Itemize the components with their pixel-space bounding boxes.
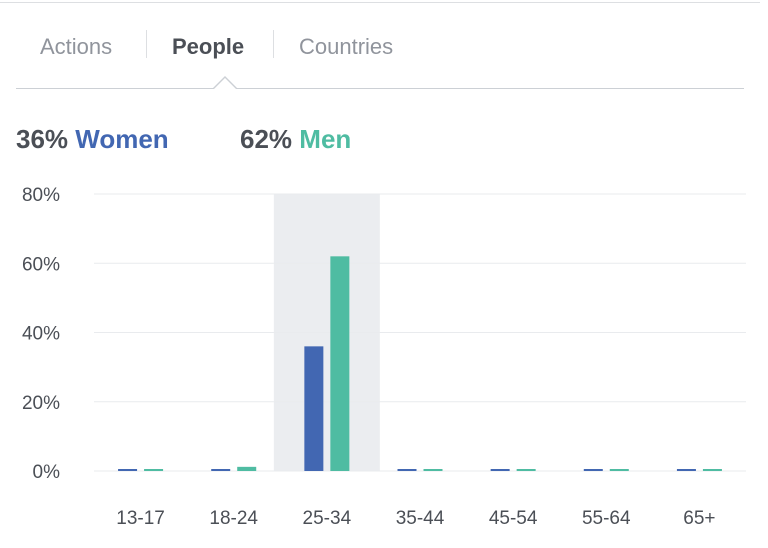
men-bar-45-54 (516, 469, 536, 471)
x-tick-label: 25-34 (303, 508, 352, 529)
active-tab-caret-fill (213, 78, 237, 90)
women-bar-55-64 (583, 469, 603, 471)
men-bar-13-17 (144, 469, 164, 471)
tab-actions[interactable]: Actions (40, 34, 113, 59)
y-tick-label: 20% (22, 393, 60, 414)
y-tick-label: 80% (22, 185, 60, 206)
x-tick-label: 13-17 (116, 508, 165, 529)
women-bar-35-44 (397, 469, 417, 471)
women-bar-13-17 (118, 469, 138, 471)
women-bar-25-34 (304, 346, 324, 471)
tab-countries[interactable]: Countries (299, 34, 394, 59)
men-summary: 62% Men (240, 124, 351, 155)
men-bar-65+ (702, 469, 722, 471)
y-tick-label: 0% (33, 462, 61, 483)
men-bar-25-34 (330, 256, 350, 471)
y-tick-label: 40% (22, 324, 60, 345)
men-bar-35-44 (423, 469, 443, 471)
x-tick-label: 35-44 (396, 508, 445, 529)
men-percentage: 62% (240, 124, 293, 154)
women-bar-18-24 (211, 469, 231, 471)
women-bar-65+ (676, 469, 696, 471)
men-bar-18-24 (237, 466, 257, 471)
tab-people[interactable]: People (172, 34, 245, 59)
tab-bar: Actions People Countries (16, 24, 744, 90)
women-summary: 36% Women (16, 124, 169, 155)
age-gender-bar-chart: 0% 20% 40% 60% 80% 13-17 18-24 25-34 35-44 45-54 5… (22, 185, 746, 529)
tab-separator (273, 30, 274, 58)
women-legend-label: Women (75, 124, 169, 154)
x-tick-label: 45-54 (489, 508, 538, 529)
women-bar-45-54 (490, 469, 510, 471)
x-tick-label: 18-24 (209, 508, 258, 529)
tab-separator (146, 30, 147, 58)
women-percentage: 36% (16, 124, 69, 154)
y-tick-label: 60% (22, 254, 60, 275)
men-bar-55-64 (609, 469, 629, 471)
x-tick-label: 65+ (683, 508, 715, 529)
x-tick-label: 55-64 (582, 508, 631, 529)
men-legend-label: Men (299, 124, 352, 154)
top-divider (0, 2, 760, 3)
tab-underline (16, 88, 744, 89)
